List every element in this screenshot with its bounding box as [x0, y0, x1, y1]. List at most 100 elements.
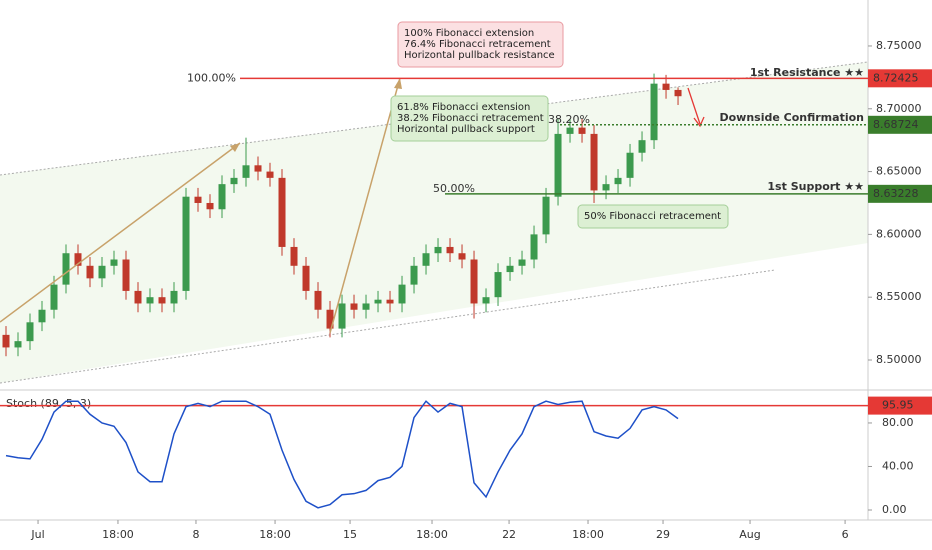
candle-body: [134, 290, 142, 304]
x-tick-label: 8: [192, 528, 199, 541]
candle-body: [614, 177, 622, 185]
annotation-box: [390, 95, 549, 142]
candle-body: [470, 259, 478, 304]
x-tick-label: 18:00: [259, 528, 291, 541]
candle-body: [446, 246, 454, 254]
annotation: 50% Fibonacci retracement: [577, 204, 729, 229]
level-name: 1st Support ★★: [767, 180, 864, 193]
candle-body: [266, 171, 274, 178]
arrow-head: [693, 116, 705, 128]
candle-body: [578, 127, 586, 134]
indicator-label: Stoch (89, 5, 3): [6, 397, 91, 410]
candle-body: [566, 127, 574, 134]
x-tick-label: 18:00: [102, 528, 134, 541]
candle-body: [410, 265, 418, 285]
channel-fill: [0, 62, 868, 383]
down-arrow: [687, 87, 701, 125]
level-badge: [868, 184, 932, 203]
candle-body: [494, 272, 502, 298]
candle-body: [530, 234, 538, 260]
candle-body: [518, 259, 526, 266]
candle-body: [554, 133, 562, 197]
arrow-head: [394, 78, 402, 89]
candle-body: [674, 89, 682, 97]
fib-label: 100.00%: [187, 71, 236, 84]
candle-body: [110, 259, 118, 266]
stoch-badge: [868, 396, 932, 415]
candle-body: [2, 334, 10, 348]
x-tick-label: 15: [343, 528, 357, 541]
y-tick-label: 8.65000: [876, 165, 922, 178]
fib-label: 50.00%: [433, 182, 475, 195]
candle-body: [338, 303, 346, 329]
candle-body: [638, 140, 646, 153]
stoch-level-label: 95.95: [882, 399, 914, 412]
x-tick-label: Aug: [739, 528, 760, 541]
candle-body: [182, 196, 190, 291]
candle-body: [170, 290, 178, 304]
candle-body: [26, 322, 34, 342]
x-tick-label: 29: [656, 528, 670, 541]
candle-body: [194, 196, 202, 203]
candle-body: [590, 133, 598, 191]
annotation-text: 61.8% Fibonacci extension: [397, 102, 530, 113]
candle-body: [602, 184, 610, 191]
level-value: 8.63228: [873, 187, 919, 200]
candle-body: [254, 165, 262, 172]
x-tick-label: 6: [842, 528, 849, 541]
candle-body: [302, 265, 310, 291]
x-tick-label: 18:00: [572, 528, 604, 541]
candle-body: [434, 246, 442, 254]
candle-body: [542, 196, 550, 235]
annotation-text: 76.4% Fibonacci retracement: [404, 39, 551, 50]
y-tick-label: 8.60000: [876, 227, 922, 240]
annotation-text: 50% Fibonacci retracement: [584, 211, 721, 222]
candle-body: [314, 290, 322, 310]
y-tick-label: 80.00: [882, 416, 914, 429]
annotation-text: 38.2% Fibonacci retracement: [397, 113, 544, 124]
candle-body: [422, 253, 430, 266]
candle-body: [650, 83, 658, 141]
candle-body: [626, 152, 634, 178]
candle-body: [458, 253, 466, 260]
candle-body: [374, 299, 382, 304]
candle-body: [398, 284, 406, 304]
level-name: 1st Resistance ★★: [750, 66, 864, 79]
candle-body: [122, 259, 130, 291]
channel-lower: [0, 269, 776, 384]
candle-body: [386, 299, 394, 304]
candle-body: [50, 284, 58, 310]
arrow-head: [230, 143, 240, 152]
y-tick-label: 8.70000: [876, 102, 922, 115]
x-tick-label: Jul: [30, 528, 44, 541]
candle-body: [362, 303, 370, 310]
stoch-line: [5, 400, 679, 509]
candle-body: [62, 253, 70, 285]
candle-body: [74, 253, 82, 266]
y-tick-label: 8.55000: [876, 290, 922, 303]
trend-arrow: [0, 142, 241, 323]
y-tick-label: 8.75000: [876, 39, 922, 52]
level-name: Downside Confirmation: [719, 111, 864, 124]
candle-body: [14, 341, 22, 348]
candle-body: [326, 309, 334, 329]
annotation-text: Horizontal pullback support: [397, 124, 535, 135]
x-tick-label: 22: [502, 528, 516, 541]
candle-body: [350, 303, 358, 310]
level-badge: [868, 115, 932, 134]
candle-body: [206, 202, 214, 210]
annotation-box: [397, 21, 564, 68]
candle-body: [662, 83, 670, 90]
candle-body: [158, 297, 166, 304]
fib-label: 38.20%: [548, 113, 590, 126]
level-badge: [868, 69, 932, 88]
candle-body: [242, 165, 250, 178]
trend-arrow: [329, 77, 401, 334]
annotation-box: [577, 204, 729, 229]
candle-body: [230, 177, 238, 185]
annotation-text: Horizontal pullback resistance: [404, 50, 555, 61]
level-value: 8.72425: [873, 71, 919, 84]
